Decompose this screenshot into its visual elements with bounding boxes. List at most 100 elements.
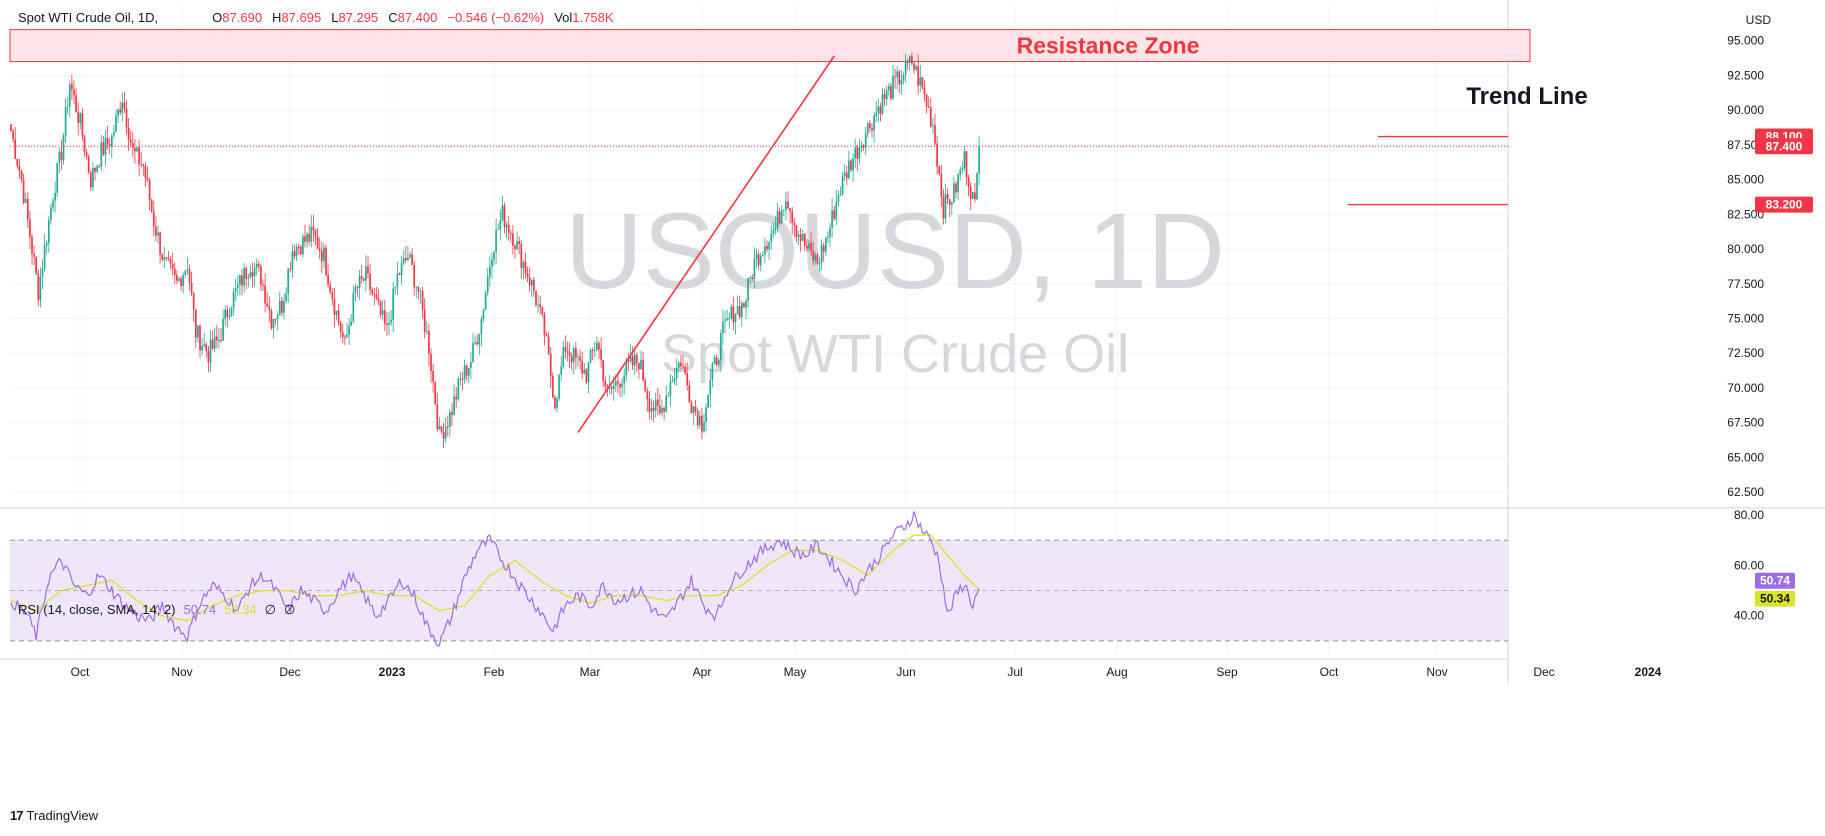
candle [348, 325, 350, 335]
candle [917, 66, 920, 86]
candle [167, 258, 170, 260]
candle [963, 151, 966, 169]
candle [520, 244, 523, 268]
candle [329, 285, 332, 293]
candle [268, 306, 271, 311]
rsi-tick-label: 80.00 [1734, 508, 1764, 522]
candle [629, 356, 632, 362]
candle [745, 300, 747, 308]
candle [869, 123, 871, 129]
candle [186, 269, 189, 271]
candle [768, 241, 770, 250]
candle [577, 356, 579, 358]
candle [953, 183, 955, 203]
time-tick-label: May [784, 665, 807, 679]
price-tick-label: 62.500 [1727, 485, 1764, 499]
candle [373, 293, 376, 295]
high-value: 87.695 [281, 10, 322, 25]
candle [818, 262, 821, 264]
candle [140, 164, 143, 166]
candle [415, 286, 418, 288]
candle [142, 164, 145, 166]
candle [102, 142, 105, 155]
rsi-header: RSI (14, close, SMA, 14, 2) 50.74 50.34 … [18, 602, 295, 618]
candle [780, 210, 783, 224]
candle [253, 267, 256, 277]
candle [934, 125, 936, 144]
candle [100, 142, 103, 167]
candle [331, 292, 334, 300]
price-tick-label: 77.500 [1727, 277, 1764, 291]
candle [507, 224, 510, 233]
candle [449, 412, 451, 427]
candle [732, 306, 735, 323]
candle [182, 275, 185, 287]
rsi-extra-2: ∅ [283, 602, 296, 617]
time-tick-label: Feb [484, 665, 505, 679]
candle [919, 77, 922, 86]
candle [270, 310, 273, 329]
candle [283, 300, 285, 313]
candle [241, 275, 243, 286]
candle [43, 245, 46, 269]
candle [171, 263, 174, 269]
candle [293, 251, 296, 257]
trend-line [577, 55, 835, 433]
candle [539, 304, 542, 308]
candle [312, 226, 315, 231]
candle [638, 362, 640, 370]
candle [388, 322, 390, 326]
candle [898, 71, 901, 85]
candle [537, 304, 539, 306]
candle [730, 306, 733, 319]
candle [509, 232, 512, 234]
candle [371, 289, 374, 294]
candle [138, 147, 140, 165]
candle [690, 402, 693, 413]
tradingview-brand[interactable]: 17 TradingView [10, 808, 98, 823]
rsi-tick-label: 40.00 [1734, 609, 1764, 623]
candle [747, 277, 749, 301]
candle [705, 407, 707, 423]
candle [31, 237, 33, 254]
candle [875, 112, 878, 116]
price-tick-label: 70.000 [1727, 381, 1764, 395]
candle [877, 106, 880, 113]
candle [199, 325, 201, 351]
candle [392, 288, 395, 320]
candle [478, 334, 481, 345]
candle [896, 71, 899, 78]
candle [913, 63, 915, 70]
symbol-name[interactable]: Spot WTI Crude Oil, 1D, [18, 10, 159, 25]
candle [724, 320, 726, 322]
candle [453, 396, 455, 415]
candle [285, 293, 287, 301]
candle [533, 280, 535, 291]
candle [663, 407, 665, 412]
rsi-label[interactable]: RSI (14, close, SMA, 14, 2) [18, 602, 176, 617]
candle [696, 411, 699, 426]
candle [726, 318, 728, 321]
candle [335, 310, 338, 316]
candle [323, 247, 325, 262]
candle [117, 109, 119, 116]
candle [465, 365, 468, 376]
candle [717, 360, 720, 365]
candle [518, 241, 521, 245]
candle [837, 195, 840, 202]
candle [955, 183, 957, 193]
candle [589, 349, 592, 363]
candle [564, 347, 567, 352]
candle [419, 290, 422, 292]
candle [260, 266, 262, 285]
candle [230, 308, 233, 316]
candle [37, 273, 40, 301]
candle [740, 303, 743, 318]
candle [367, 266, 369, 274]
candle [220, 340, 222, 342]
candle [476, 341, 479, 345]
candle [551, 376, 554, 398]
candle [356, 287, 359, 289]
candle [41, 268, 44, 277]
